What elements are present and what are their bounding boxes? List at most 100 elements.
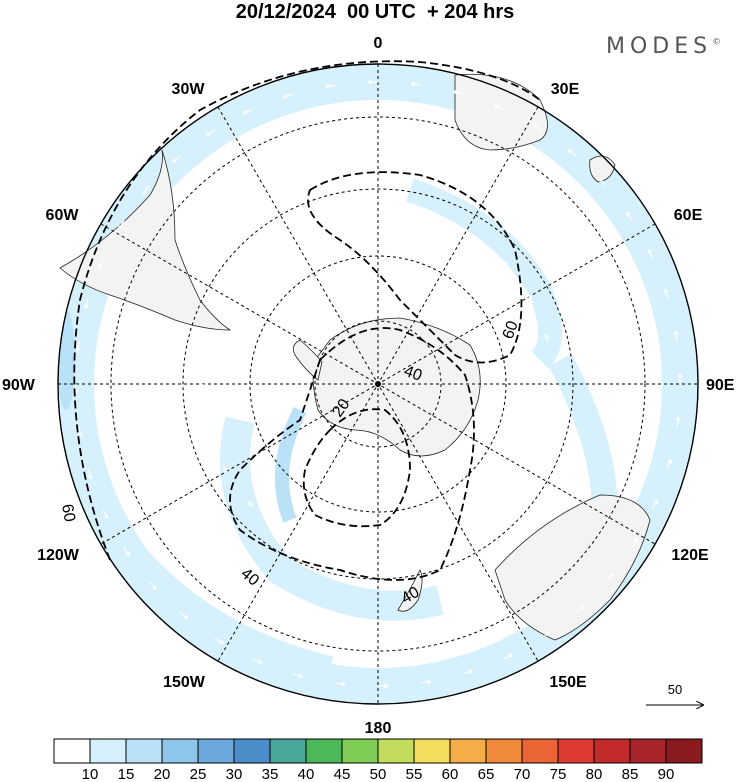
wind-arrow bbox=[410, 81, 422, 87]
wind-arrow bbox=[540, 632, 551, 639]
wind-arrow bbox=[432, 216, 441, 221]
colorbar-swatch bbox=[125, 738, 163, 764]
wind-arrow bbox=[528, 295, 534, 303]
contour-label: 40 bbox=[402, 363, 425, 385]
wind-arrow bbox=[493, 104, 504, 110]
antarctic-peninsula bbox=[292, 339, 323, 381]
lon-label-90e: 90E bbox=[706, 377, 735, 394]
wind-arrow bbox=[75, 340, 81, 352]
wind-arrow bbox=[242, 108, 253, 115]
colorbar-swatch bbox=[557, 738, 595, 764]
wind-arrow bbox=[462, 669, 474, 675]
colorbar-swatch bbox=[305, 738, 343, 764]
contour-60-indian bbox=[307, 171, 523, 364]
wind-arrow bbox=[204, 341, 210, 351]
wind-arrow bbox=[420, 679, 432, 685]
wind-arrow bbox=[334, 681, 346, 687]
wind-arrow bbox=[378, 683, 389, 689]
jet-band-indian bbox=[406, 178, 562, 369]
jet-band-southpacific bbox=[109, 531, 334, 684]
reference-vector: 50 bbox=[646, 682, 703, 705]
wind-arrow bbox=[532, 457, 538, 466]
wind-arrow bbox=[84, 298, 89, 309]
wind-arrow bbox=[315, 547, 324, 552]
wind-arrow bbox=[241, 267, 248, 275]
colorbar-label: 80 bbox=[586, 766, 603, 782]
wind-arrow bbox=[503, 653, 514, 660]
wind-arrow bbox=[532, 123, 542, 131]
wind-arrow bbox=[98, 258, 104, 269]
colorbar-label: 45 bbox=[334, 766, 351, 782]
wind-arrow bbox=[149, 581, 157, 590]
colorbar-label: 15 bbox=[118, 766, 135, 782]
jet-core-west bbox=[58, 310, 75, 410]
wind-arrow bbox=[503, 261, 510, 269]
colorbar-label: 55 bbox=[406, 766, 423, 782]
landmasses bbox=[59, 73, 651, 641]
map-title: 20/12/2024 00 UTC + 204 hrs bbox=[235, 1, 515, 23]
south-pole-marker bbox=[375, 381, 381, 387]
colorbar-label: 50 bbox=[370, 766, 387, 782]
wind-arrow bbox=[214, 637, 224, 645]
wind-arrow bbox=[367, 79, 378, 85]
wind-arrow bbox=[87, 468, 93, 480]
wind-arrow bbox=[575, 605, 584, 613]
colorbar-swatch bbox=[413, 738, 451, 764]
logo-mark: © bbox=[712, 37, 722, 48]
wind-arrow bbox=[356, 555, 366, 561]
colorbar-swatch bbox=[197, 738, 235, 764]
map-boundary bbox=[57, 63, 699, 705]
colorbar-label: 70 bbox=[514, 766, 531, 782]
new-zealand bbox=[397, 569, 423, 612]
wind-arrow bbox=[631, 538, 639, 548]
lon-label-150e: 150E bbox=[549, 674, 587, 691]
wind-vectors bbox=[73, 79, 683, 689]
wind-arrow bbox=[179, 611, 189, 620]
wind-arrow bbox=[605, 573, 614, 583]
colorbar-swatch bbox=[665, 738, 703, 764]
wind-arrow bbox=[206, 425, 212, 435]
wind-arrow bbox=[647, 248, 654, 259]
lon-label-90w: 90W bbox=[2, 377, 36, 394]
colorbar-label: 35 bbox=[262, 766, 279, 782]
latitude-circle bbox=[110, 116, 646, 652]
colorbar-swatch bbox=[233, 738, 271, 764]
contour-label: 60 bbox=[500, 319, 522, 342]
colorbar-swatch bbox=[485, 738, 523, 764]
colorbar-label: 40 bbox=[298, 766, 315, 782]
wind-arrow bbox=[453, 90, 464, 95]
colorbar-label: 85 bbox=[622, 766, 639, 782]
wind-arrow bbox=[77, 426, 83, 438]
lon-label-0: 0 bbox=[374, 35, 383, 52]
colorbar-swatch bbox=[377, 738, 415, 764]
colorbar-swatch bbox=[269, 738, 307, 764]
lon-label-60w: 60W bbox=[46, 207, 80, 224]
lon-label-30e: 30E bbox=[551, 81, 580, 98]
colorbar-label: 10 bbox=[82, 766, 99, 782]
modes-logo: MODES© bbox=[606, 34, 721, 59]
lon-label-150w: 150W bbox=[163, 674, 206, 691]
wind-arrow bbox=[292, 673, 303, 678]
contour-60-outer bbox=[73, 60, 541, 561]
colorbar-label: 90 bbox=[658, 766, 675, 782]
wind-arrow bbox=[205, 129, 216, 136]
colorbar-swatch bbox=[341, 738, 379, 764]
wind-arrow bbox=[677, 373, 683, 384]
lon-label-180: 180 bbox=[365, 720, 392, 737]
wind-arrow bbox=[673, 330, 679, 342]
contour-20 bbox=[302, 408, 411, 528]
latitude-circle bbox=[314, 320, 442, 448]
colorbar-label: 60 bbox=[442, 766, 459, 782]
wind-arrow bbox=[282, 93, 294, 99]
colorbar-swatch bbox=[449, 738, 487, 764]
wind-arrow bbox=[399, 554, 408, 560]
colorbar-swatch bbox=[89, 738, 127, 764]
wind-arrow bbox=[172, 155, 181, 163]
wind-arrow bbox=[278, 527, 286, 534]
wind-arrow bbox=[308, 219, 317, 225]
south-america bbox=[59, 149, 232, 331]
colorbar-label: 75 bbox=[550, 766, 567, 782]
wind-arrow bbox=[117, 220, 125, 230]
wind-arrow bbox=[652, 499, 658, 510]
australia bbox=[494, 494, 651, 641]
